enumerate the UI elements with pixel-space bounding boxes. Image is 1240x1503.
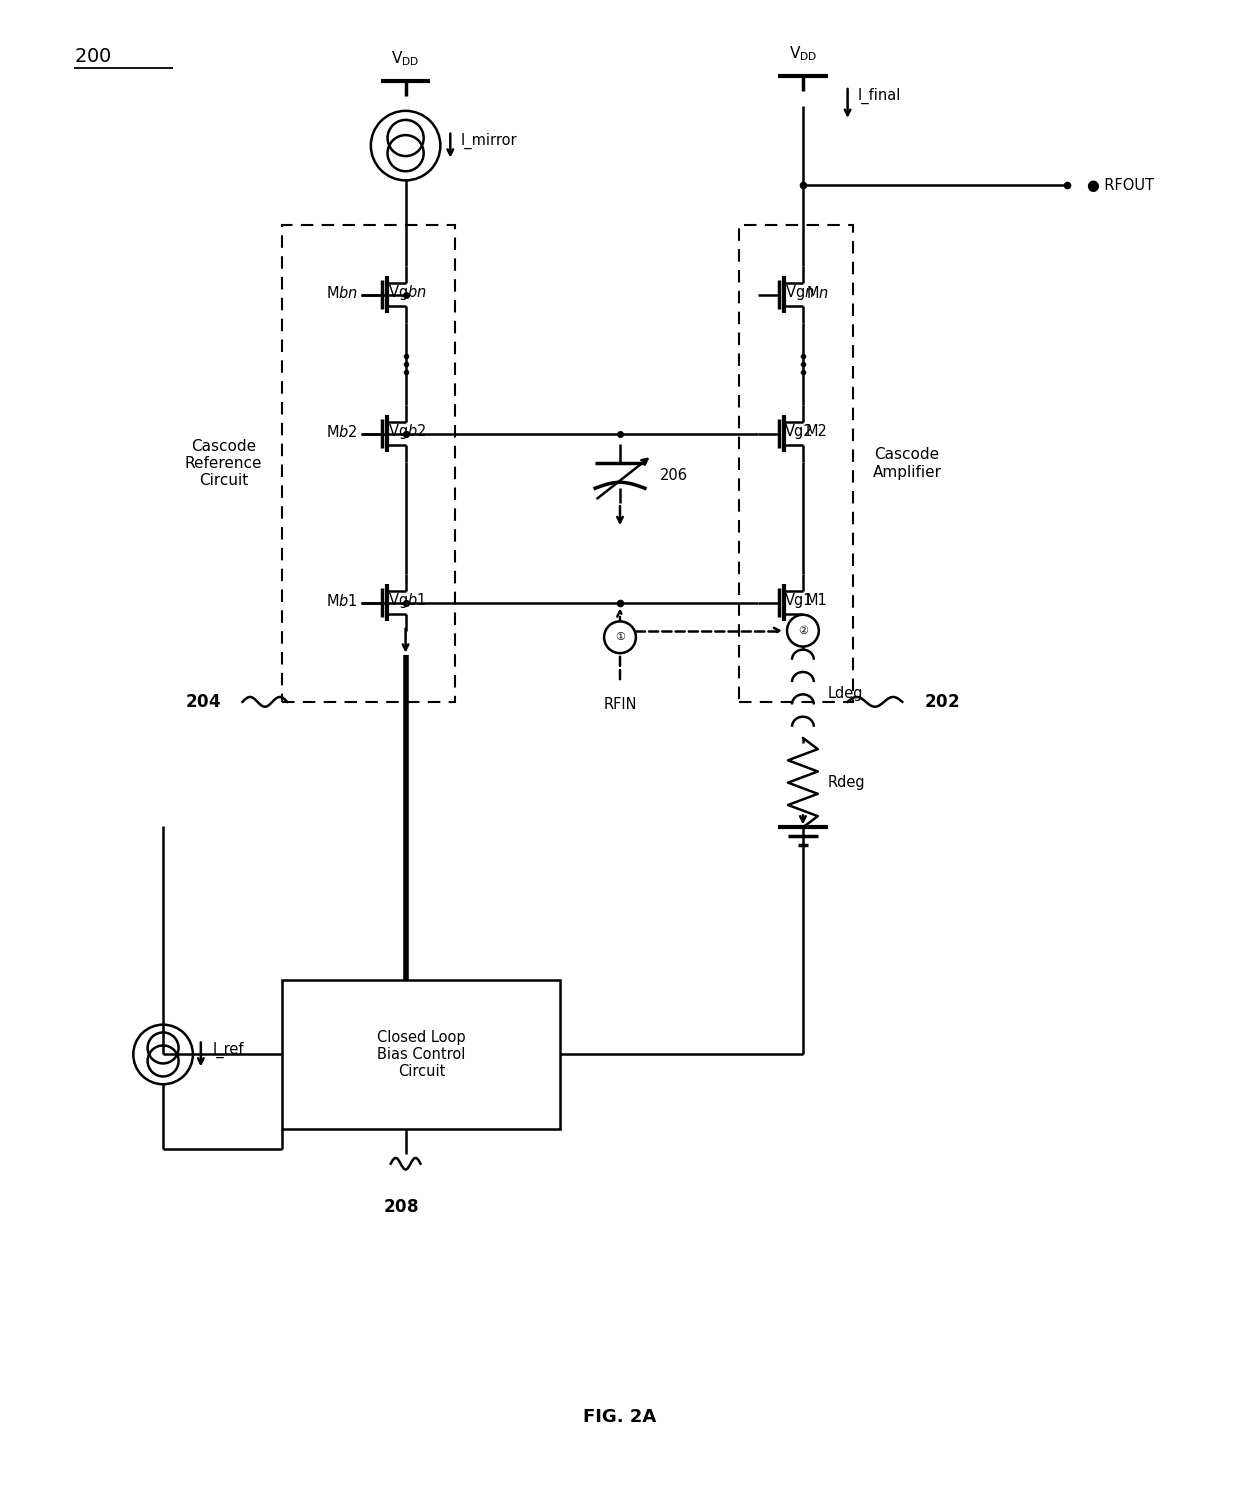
Text: Vg$b1$: Vg$b1$ (388, 591, 427, 610)
Bar (283, 980, 560, 1129)
Text: V$_{\mathsf{DD}}$: V$_{\mathsf{DD}}$ (392, 50, 420, 68)
Text: I_mirror: I_mirror (460, 132, 517, 149)
Text: M2: M2 (806, 424, 828, 439)
Text: V$_{\mathsf{DD}}$: V$_{\mathsf{DD}}$ (789, 45, 817, 63)
Text: Vg$\mathit{n}$: Vg$\mathit{n}$ (785, 283, 815, 302)
Text: ②: ② (797, 625, 808, 636)
Text: ● RFOUT: ● RFOUT (1086, 177, 1154, 192)
Circle shape (604, 621, 636, 654)
Text: M$b1$: M$b1$ (326, 592, 358, 609)
Text: I_ref: I_ref (213, 1042, 244, 1058)
Text: 206: 206 (660, 469, 688, 484)
Text: Vg$b\mathit{n}$: Vg$b\mathit{n}$ (388, 283, 427, 302)
Bar (283, 225, 455, 702)
Text: $\mathit{200}$: $\mathit{200}$ (73, 47, 112, 66)
Text: M1: M1 (806, 594, 827, 609)
Text: Vg1: Vg1 (785, 594, 813, 609)
Bar (739, 225, 853, 702)
Text: Ldeg: Ldeg (828, 685, 863, 700)
Text: Cascode
Amplifier: Cascode Amplifier (873, 448, 941, 479)
Text: M$\mathit{n}$: M$\mathit{n}$ (806, 284, 828, 301)
Text: Vg2: Vg2 (785, 424, 813, 439)
Text: RFIN: RFIN (603, 697, 637, 712)
Text: ①: ① (615, 633, 625, 642)
Text: $\mathbf{202}$: $\mathbf{202}$ (924, 693, 960, 711)
Text: M$b2$: M$b2$ (326, 424, 358, 440)
Circle shape (787, 615, 818, 646)
Text: $\mathbf{208}$: $\mathbf{208}$ (383, 1198, 418, 1216)
Text: Rdeg: Rdeg (828, 776, 866, 791)
Text: $\mathbf{204}$: $\mathbf{204}$ (185, 693, 221, 711)
Text: I_final: I_final (858, 87, 901, 104)
Text: Closed Loop
Bias Control
Circuit: Closed Loop Bias Control Circuit (377, 1030, 466, 1079)
Text: FIG. 2A: FIG. 2A (583, 1408, 657, 1426)
Text: Cascode
Reference
Circuit: Cascode Reference Circuit (185, 439, 263, 488)
Text: M$b\mathit{n}$: M$b\mathit{n}$ (326, 284, 358, 301)
Text: Vg$b2$: Vg$b2$ (388, 422, 427, 442)
